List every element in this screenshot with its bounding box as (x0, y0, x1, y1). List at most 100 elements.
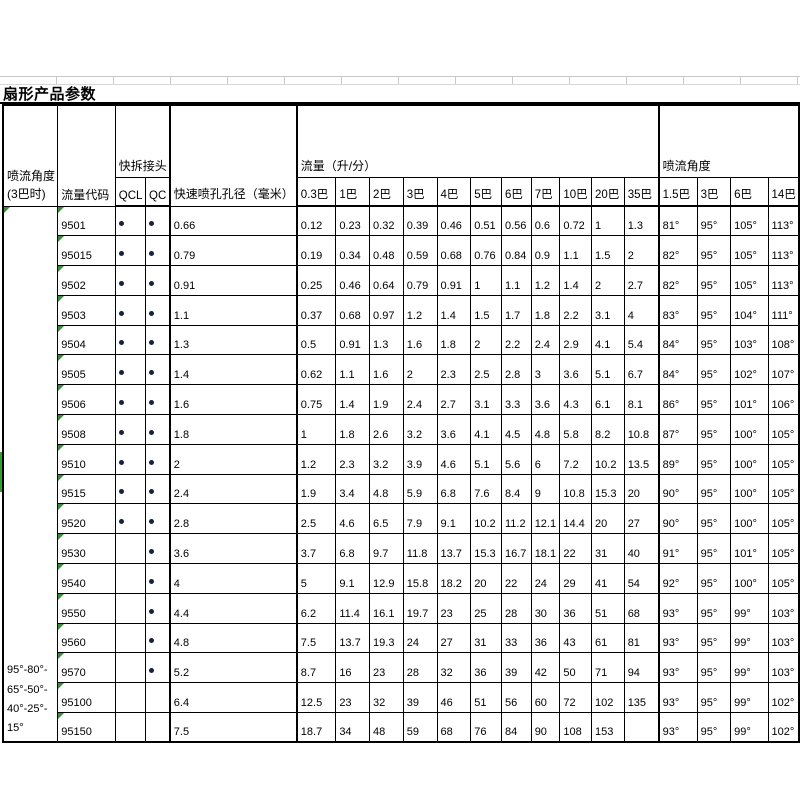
angle-value-cell[interactable]: 103° (767, 652, 800, 684)
flow-value-cell[interactable]: 6 (530, 443, 561, 475)
orifice-diameter-cell[interactable]: 1.1 (168, 294, 298, 326)
flow-value-cell[interactable]: 68 (623, 592, 660, 624)
flow-value-cell[interactable]: 2.2 (559, 294, 593, 326)
angle-value-cell[interactable]: 95° (696, 563, 732, 594)
col-header-orifice-diameter[interactable]: 快速喷孔孔径（毫米） (168, 104, 298, 207)
flow-value-cell[interactable]: 1.2 (295, 443, 337, 475)
flow-value-cell[interactable]: 76 (470, 712, 502, 743)
flow-value-cell[interactable]: 12.5 (295, 682, 337, 714)
flow-value-cell[interactable]: 50 (559, 652, 593, 684)
qc-cell[interactable] (145, 384, 171, 416)
angle-value-cell[interactable]: 105° (767, 533, 800, 565)
flow-value-cell[interactable]: 40 (623, 533, 660, 565)
flow-value-cell[interactable]: 7.2 (559, 443, 593, 475)
qc-cell[interactable] (145, 682, 171, 714)
flow-value-cell[interactable]: 1.4 (559, 265, 593, 296)
angle-value-cell[interactable]: 95° (696, 324, 732, 356)
flow-value-cell[interactable]: 0.48 (369, 235, 404, 267)
flow-value-cell[interactable]: 1.6 (402, 324, 438, 356)
flow-value-cell[interactable]: 13.5 (623, 443, 660, 475)
qcl-cell[interactable] (114, 205, 147, 237)
angle-value-cell[interactable]: 105° (767, 503, 800, 535)
flow-value-cell[interactable]: 2.2 (500, 324, 532, 356)
angle-value-cell[interactable]: 105° (767, 443, 800, 475)
flow-value-cell[interactable]: 2 (623, 235, 660, 267)
angle-value-cell[interactable]: 83° (657, 294, 698, 326)
angle-value-cell[interactable]: 100° (730, 503, 769, 535)
flow-value-cell[interactable]: 84 (500, 712, 532, 743)
flow-value-cell[interactable]: 1.4 (335, 384, 371, 416)
flow-value-cell[interactable]: 8.2 (591, 414, 625, 445)
flow-value-cell[interactable]: 2 (402, 354, 438, 386)
angle-value-cell[interactable]: 113° (767, 265, 800, 296)
flow-value-cell[interactable]: 1.8 (335, 414, 371, 445)
col-header-flow-2bar[interactable]: 2巴 (369, 176, 404, 207)
flow-value-cell[interactable]: 39 (402, 682, 438, 714)
angle-value-cell[interactable]: 84° (657, 354, 698, 386)
flow-value-cell[interactable]: 71 (591, 652, 625, 684)
flow-code-cell[interactable]: 9520 (57, 503, 116, 535)
angle-value-cell[interactable]: 101° (730, 384, 769, 416)
col-header-flow-6bar[interactable]: 6巴 (500, 176, 532, 207)
flow-value-cell[interactable]: 0.75 (295, 384, 337, 416)
flow-value-cell[interactable]: 0.76 (470, 235, 502, 267)
flow-code-cell[interactable]: 9550 (57, 592, 116, 624)
orifice-diameter-cell[interactable]: 4.4 (168, 592, 298, 624)
col-header-flow-1bar[interactable]: 1巴 (335, 176, 371, 207)
flow-value-cell[interactable]: 2.5 (470, 354, 502, 386)
angle-value-cell[interactable]: 90° (657, 473, 698, 505)
angle-value-cell[interactable]: 99° (730, 592, 769, 624)
flow-value-cell[interactable]: 61 (591, 622, 625, 654)
flow-value-cell[interactable]: 153 (591, 712, 625, 743)
flow-value-cell[interactable]: 3.2 (402, 414, 438, 445)
flow-value-cell[interactable]: 3.6 (559, 354, 593, 386)
flow-value-cell[interactable]: 28 (500, 592, 532, 624)
flow-value-cell[interactable]: 22 (500, 563, 532, 594)
orifice-diameter-cell[interactable]: 2.8 (168, 503, 298, 535)
flow-value-cell[interactable]: 7.5 (295, 622, 337, 654)
angle-value-cell[interactable]: 95° (696, 354, 732, 386)
flow-value-cell[interactable]: 2.9 (559, 324, 593, 356)
qcl-cell[interactable] (114, 294, 147, 326)
flow-value-cell[interactable]: 3.6 (530, 384, 561, 416)
qcl-cell[interactable] (114, 712, 147, 743)
angle-value-cell[interactable]: 91° (657, 533, 698, 565)
flow-value-cell[interactable]: 1 (591, 205, 625, 237)
flow-value-cell[interactable]: 24 (402, 622, 438, 654)
flow-value-cell[interactable]: 18.1 (530, 533, 561, 565)
flow-value-cell[interactable]: 3 (530, 354, 561, 386)
flow-value-cell[interactable]: 23 (436, 592, 472, 624)
flow-value-cell[interactable]: 25 (470, 592, 502, 624)
qcl-cell[interactable] (114, 622, 147, 654)
flow-value-cell[interactable]: 12.1 (530, 503, 561, 535)
qcl-cell[interactable] (114, 443, 147, 475)
flow-code-cell[interactable]: 9505 (57, 354, 116, 386)
flow-value-cell[interactable]: 0.51 (470, 205, 502, 237)
flow-value-cell[interactable]: 108 (559, 712, 593, 743)
flow-value-cell[interactable]: 28 (402, 652, 438, 684)
angle-value-cell[interactable]: 95° (696, 235, 732, 267)
orifice-diameter-cell[interactable]: 0.66 (168, 205, 298, 237)
flow-value-cell[interactable]: 8.1 (623, 384, 660, 416)
angle-value-cell[interactable]: 93° (657, 622, 698, 654)
flow-value-cell[interactable]: 1.2 (530, 265, 561, 296)
flow-value-cell[interactable]: 0.25 (295, 265, 337, 296)
flow-code-cell[interactable]: 9501 (57, 205, 116, 237)
flow-value-cell[interactable]: 30 (530, 592, 561, 624)
flow-value-cell[interactable]: 11.2 (500, 503, 532, 535)
col-header-flow-7bar[interactable]: 7巴 (530, 176, 561, 207)
flow-value-cell[interactable]: 20 (470, 563, 502, 594)
angle-value-cell[interactable]: 82° (657, 235, 698, 267)
orifice-diameter-cell[interactable]: 6.4 (168, 682, 298, 714)
angle-value-cell[interactable]: 102° (730, 354, 769, 386)
qc-cell[interactable] (145, 503, 171, 535)
flow-value-cell[interactable]: 43 (559, 622, 593, 654)
angle-value-cell[interactable]: 95° (696, 533, 732, 565)
flow-code-cell[interactable]: 9540 (57, 563, 116, 594)
angle-value-cell[interactable]: 103° (767, 622, 800, 654)
flow-value-cell[interactable]: 102 (591, 682, 625, 714)
flow-value-cell[interactable]: 11.8 (402, 533, 438, 565)
angle-value-cell[interactable]: 93° (657, 592, 698, 624)
flow-value-cell[interactable]: 0.72 (559, 205, 593, 237)
qc-cell[interactable] (145, 473, 171, 505)
